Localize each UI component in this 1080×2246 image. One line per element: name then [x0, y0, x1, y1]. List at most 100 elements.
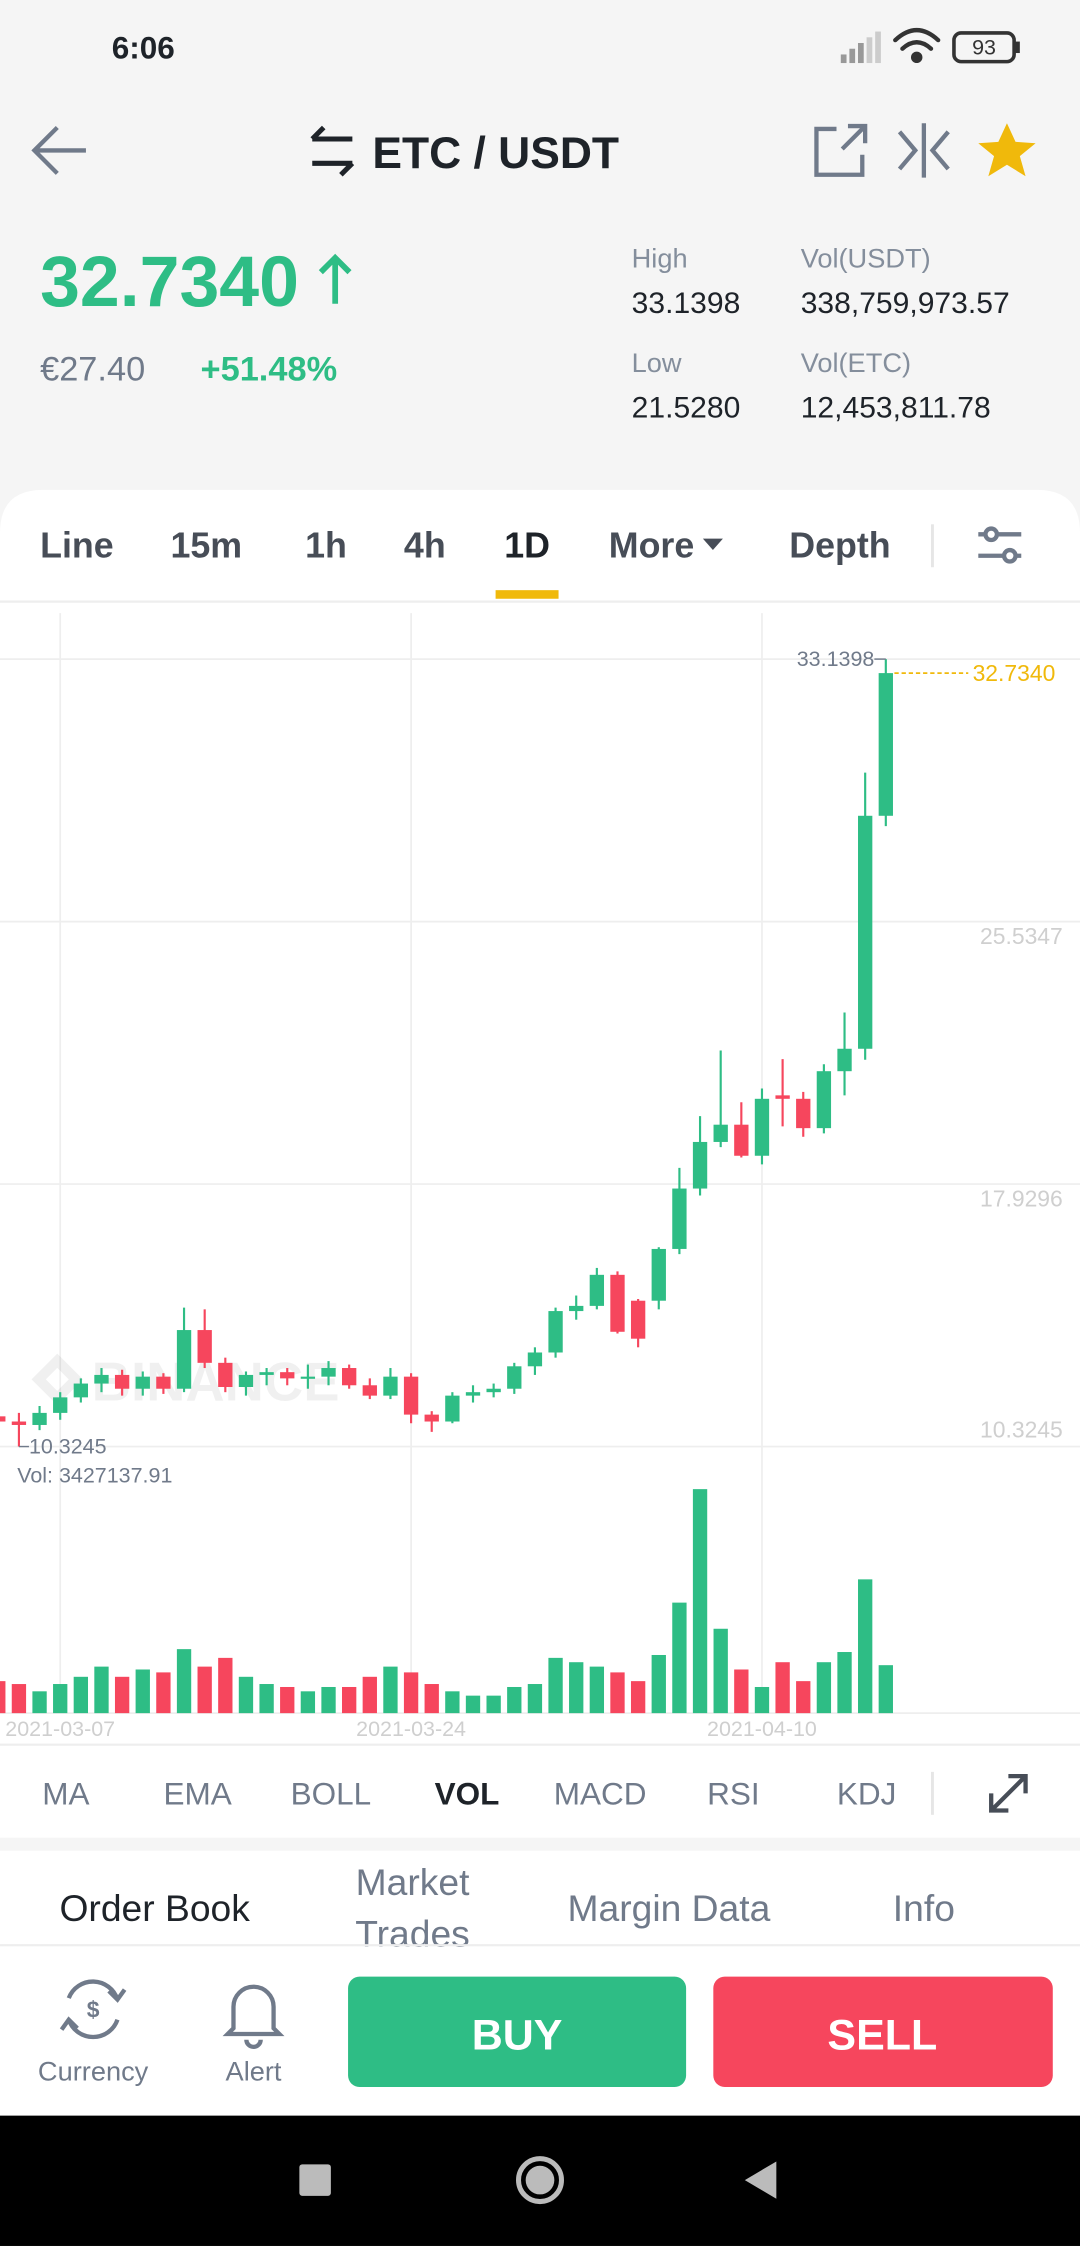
- volume-bar: [238, 1676, 254, 1714]
- interval-tab[interactable]: 1D: [504, 526, 550, 566]
- high-marker: 33.1398: [797, 647, 875, 671]
- candle-body: [527, 1352, 543, 1367]
- volume-bar: [53, 1684, 68, 1714]
- candle-body: [218, 1362, 233, 1388]
- bottom-tab-label[interactable]: Margin Data: [567, 1886, 771, 1930]
- candle-body: [651, 1248, 666, 1301]
- volume-bar: [32, 1691, 47, 1714]
- pair-title[interactable]: ETC / USDT: [372, 129, 619, 178]
- interval-tab[interactable]: Line: [40, 526, 114, 566]
- y-tick-label: 25.5347: [980, 923, 1063, 949]
- battery-icon: [952, 31, 1016, 64]
- active-underline: [495, 590, 559, 599]
- vol-base-value: 12,453,811.78: [801, 392, 991, 425]
- candle-body: [692, 1141, 708, 1189]
- candle-body: [713, 1124, 728, 1142]
- share-icon[interactable]: [814, 123, 868, 177]
- vol-quote-value: 338,759,973.57: [801, 287, 1010, 320]
- price-change: +51.48%: [201, 351, 338, 389]
- favorite-star[interactable]: [978, 123, 1036, 177]
- candle-body: [445, 1395, 460, 1422]
- candle-body: [94, 1374, 109, 1384]
- candle-body: [569, 1305, 584, 1312]
- candle-body: [300, 1376, 316, 1379]
- sell-button[interactable]: [713, 1976, 1053, 2087]
- candle-body: [0, 1416, 6, 1422]
- indicator-tab[interactable]: BOLL: [291, 1775, 372, 1811]
- compare-icon[interactable]: [897, 123, 950, 178]
- candle-body: [11, 1421, 27, 1425]
- swap-icon[interactable]: [310, 125, 355, 177]
- indicator-tab[interactable]: EMA: [164, 1775, 232, 1811]
- vol-quote-label: Vol(USDT): [801, 242, 931, 273]
- high-value: 33.1398: [632, 287, 741, 320]
- last-price: 32.7340: [40, 242, 299, 322]
- bottom-tab-label[interactable]: Info: [892, 1886, 955, 1930]
- volume-bar: [445, 1691, 460, 1714]
- watermark: BINANCE: [92, 1352, 340, 1413]
- candle-body: [837, 1048, 852, 1072]
- candle-body: [238, 1374, 254, 1388]
- candle-body: [672, 1188, 687, 1249]
- volume-bar: [630, 1681, 646, 1714]
- buy-button[interactable]: [348, 1976, 687, 2087]
- bottom-tab[interactable]: Order Book: [33, 1854, 277, 1963]
- indicator-tab[interactable]: MACD: [554, 1775, 647, 1811]
- currency-label[interactable]: Currency: [38, 2056, 149, 2087]
- candle-body: [280, 1372, 295, 1379]
- candle-body: [135, 1376, 150, 1389]
- indicator-tab[interactable]: RSI: [707, 1775, 760, 1811]
- indicator-tab[interactable]: MA: [42, 1775, 89, 1811]
- interval-tab[interactable]: 4h: [404, 526, 446, 566]
- interval-tab[interactable]: More: [609, 526, 695, 566]
- interval-tab[interactable]: Depth: [789, 526, 890, 566]
- candle-body: [796, 1098, 811, 1129]
- dropdown-caret: [702, 538, 723, 551]
- y-tick-label: 17.9296: [980, 1185, 1063, 1211]
- status-time: 6:06: [112, 29, 175, 65]
- back-button[interactable]: [31, 125, 86, 175]
- nav-home[interactable]: [516, 2156, 564, 2205]
- nav-recents[interactable]: [299, 2164, 331, 2196]
- currency-icon[interactable]: [59, 1979, 127, 2040]
- candle-body: [630, 1300, 646, 1339]
- candle-body: [465, 1392, 481, 1396]
- low-label: Low: [632, 347, 682, 378]
- interval-tab[interactable]: 1h: [305, 526, 347, 566]
- candle-body: [176, 1330, 192, 1389]
- volume-bar: [796, 1681, 811, 1714]
- candle-body: [507, 1366, 522, 1389]
- candle-body: [589, 1274, 605, 1306]
- nav-back[interactable]: [744, 2161, 777, 2199]
- low-value: 21.5280: [632, 392, 741, 425]
- candle-body: [53, 1397, 68, 1413]
- bottom-tab-label[interactable]: Order Book: [59, 1886, 250, 1930]
- bottom-tab[interactable]: Margin Data: [547, 1854, 791, 1963]
- indicator-tab[interactable]: KDJ: [837, 1775, 897, 1811]
- volume-bar: [816, 1662, 832, 1714]
- alert-label[interactable]: Alert: [226, 2056, 282, 2087]
- candle-body: [32, 1412, 47, 1425]
- sell-label[interactable]: SELL: [827, 2011, 937, 2059]
- candle-body: [114, 1374, 130, 1389]
- volume-bar: [218, 1657, 233, 1714]
- alert-icon[interactable]: [222, 1984, 285, 2049]
- indicator-tab[interactable]: VOL: [435, 1775, 500, 1811]
- currency-symbol: $: [87, 1997, 100, 2023]
- signal-icon: [840, 31, 881, 64]
- bottom-tab[interactable]: Market Trades: [334, 1854, 492, 1963]
- volume-bar: [651, 1654, 666, 1714]
- interval-tab[interactable]: 15m: [170, 526, 242, 566]
- bottom-tab[interactable]: Info: [852, 1854, 995, 1963]
- volume-bar: [734, 1669, 749, 1714]
- vol-base-label: Vol(ETC): [801, 347, 911, 378]
- buy-label[interactable]: BUY: [472, 2011, 563, 2059]
- candle-body: [424, 1414, 439, 1422]
- volume-label: Vol: 3427137.91: [17, 1463, 172, 1487]
- settings-icon[interactable]: [978, 526, 1022, 564]
- candle-body: [342, 1368, 357, 1386]
- volume-bar: [259, 1684, 274, 1714]
- section-gap: [0, 1837, 1080, 1851]
- fullscreen-icon[interactable]: [989, 1774, 1028, 1813]
- bottom-tab-label[interactable]: Market Trades: [355, 1860, 470, 1956]
